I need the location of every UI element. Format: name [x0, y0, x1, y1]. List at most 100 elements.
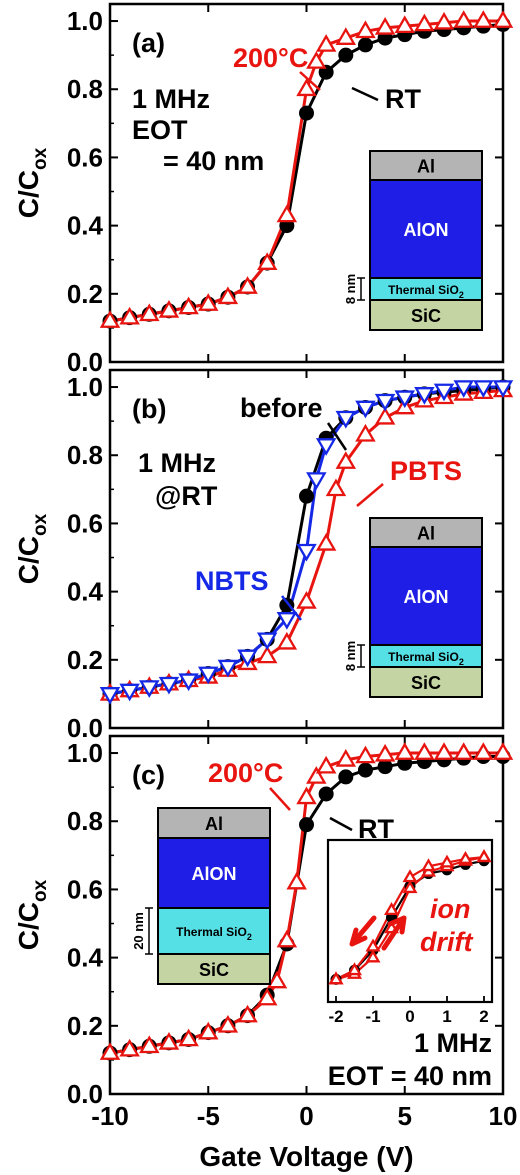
data-point-2: [237, 649, 258, 668]
data-point-1: [355, 423, 376, 442]
data-point-1: [256, 645, 278, 664]
data-point-1: [99, 1042, 121, 1060]
thickness-label: 20 nm: [131, 912, 146, 950]
y-axis-title: C/Cox: [13, 879, 51, 950]
data-point-1: [453, 742, 474, 760]
data-point-1: [414, 13, 435, 32]
data-point-0: [299, 105, 314, 121]
data-point-1: [276, 204, 298, 223]
data-point-1: [492, 10, 514, 28]
data-point-1: [335, 27, 357, 45]
y-axis-title: C/Cox: [13, 513, 51, 584]
inset-data-point-2: [421, 858, 436, 872]
data-point-1: [158, 300, 180, 318]
thickness-label: 8 nm: [343, 274, 358, 304]
series-label-pbts: PBTS: [390, 456, 462, 486]
data-point-1: [296, 591, 317, 609]
y-tick-label: 1.0: [67, 6, 103, 36]
data-point-1: [374, 17, 396, 35]
stack-label-0: Al: [417, 524, 435, 544]
data-point-1: [453, 10, 474, 28]
panel-label: (a): [132, 28, 165, 58]
stack-layer-1: [369, 546, 483, 646]
stack-layer-3: [369, 666, 483, 698]
condition-eot: EOT: [132, 115, 188, 145]
panel-a: 0.0 0.2 0.4 0.6 0.8 1.0 C/Cox (a) 200°C RT 1 MHzEO…: [13, 2, 514, 377]
series-label-rt: RT: [385, 84, 421, 114]
pointer-line: [281, 595, 302, 621]
inset-label-drift: drift: [420, 927, 473, 957]
data-point-2: [315, 438, 337, 456]
data-point-1: [335, 451, 357, 469]
stack-layer-0: [369, 517, 483, 548]
stack-label-3: SiC: [411, 673, 441, 693]
inset-data-point-2: [347, 962, 362, 976]
data-point-1: [492, 742, 514, 760]
stack-label-2: Thermal SiO2: [176, 925, 252, 942]
stack-layer-1: [369, 179, 483, 279]
data-point-2: [492, 380, 514, 398]
x-tick-label: 10: [489, 1101, 518, 1131]
stack-label-3: SiC: [411, 306, 441, 326]
inset-data-point-1: [402, 880, 418, 894]
series-line-1: [109, 19, 503, 323]
data-point-2: [276, 612, 298, 630]
inset-x-tick-label: -1: [365, 1007, 380, 1026]
y-tick-label: 0.0: [67, 1079, 103, 1109]
inset-data-point-2: [439, 854, 455, 868]
data-point-1: [355, 20, 376, 39]
pointer-line: [329, 816, 353, 832]
x-tick-label: 0: [299, 1101, 313, 1131]
arrow-up-icon: [381, 915, 407, 951]
condition-eot-value: = 40 nm: [163, 146, 264, 176]
stack-layer-2: [157, 907, 271, 955]
data-point-2: [99, 687, 121, 705]
series-label-nbts: NBTS: [195, 566, 269, 596]
data-point-2: [473, 380, 494, 398]
pointer-line: [356, 483, 384, 507]
y-tick-label: 0.8: [67, 440, 103, 470]
data-point-1: [315, 533, 337, 551]
condition-freq: 1 MHz: [414, 1028, 492, 1058]
y-tick-label: 0.8: [67, 806, 103, 836]
x-tick-label: -5: [197, 1101, 220, 1131]
data-point-1: [276, 929, 298, 948]
data-point-1: [266, 970, 288, 989]
data-point-1: [217, 1014, 239, 1033]
data-point-0: [299, 817, 314, 833]
data-point-1: [99, 310, 121, 328]
data-point-1: [374, 406, 396, 425]
stack-layer-0: [157, 807, 271, 839]
inset-x-tick-label: 2: [479, 1007, 488, 1026]
stack-layer-3: [157, 953, 271, 985]
inset-label-ion: ion: [430, 894, 471, 924]
condition-eot: EOT = 40 nm: [328, 1061, 492, 1091]
data-point-2: [217, 659, 239, 678]
inset-data-point-2: [402, 869, 418, 883]
data-point-2: [453, 380, 474, 398]
data-point-1: [158, 1032, 180, 1050]
data-point-1: [335, 749, 357, 767]
y-tick-label: 0.4: [67, 943, 104, 973]
panel-label: (b): [132, 394, 166, 424]
data-point-1: [306, 51, 327, 69]
data-point-2: [256, 632, 278, 651]
inset-x-tick-label: 1: [442, 1007, 451, 1026]
data-point-2: [119, 683, 140, 702]
y-axis-title: C/Cox: [13, 147, 51, 218]
y-tick-label: 0.6: [67, 508, 103, 538]
data-point-1: [119, 306, 140, 325]
y-tick-label: 0.0: [67, 347, 103, 377]
y-tick-label: 1.0: [67, 738, 103, 768]
stack-label-0: Al: [205, 814, 223, 834]
data-point-1: [198, 293, 219, 311]
data-point-0: [299, 488, 314, 504]
data-point-1: [433, 742, 455, 760]
y-tick-label: 1.0: [67, 372, 103, 402]
inset-data-point-2: [328, 971, 344, 985]
pointer-line: [351, 86, 379, 102]
series-label-before: before: [240, 393, 323, 423]
